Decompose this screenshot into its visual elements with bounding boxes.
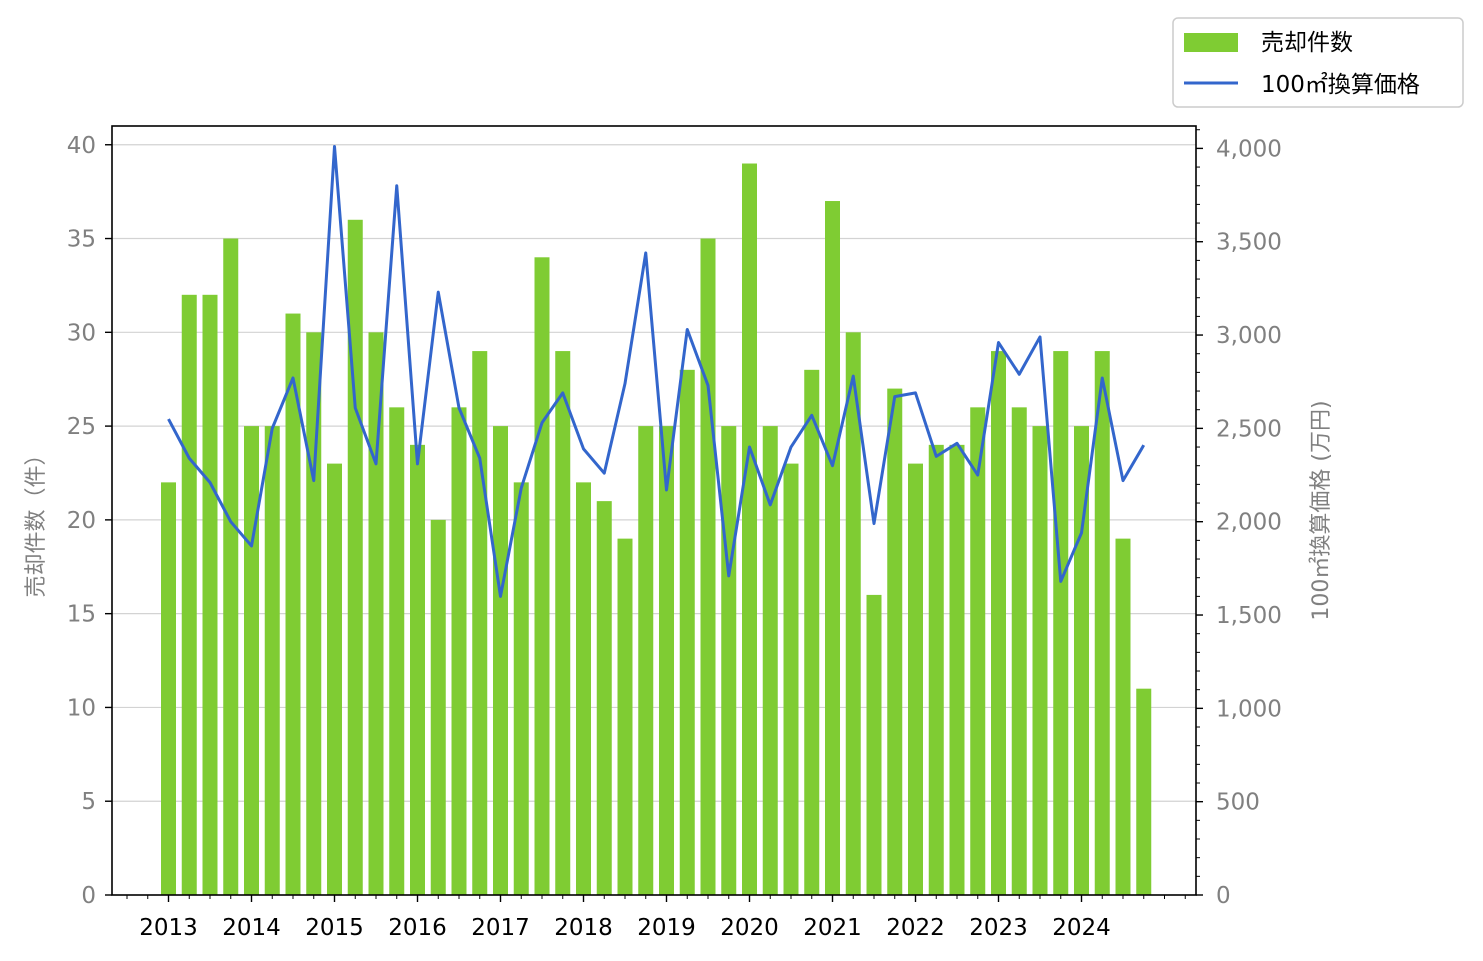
y-left-tick-label: 40 [67, 133, 96, 159]
legend-frame [1172, 17, 1464, 108]
x-tick-label: 2022 [886, 915, 945, 941]
legend-bar-label: 売却件数 [1261, 30, 1353, 56]
bar [825, 201, 840, 895]
bar [1053, 351, 1069, 895]
y-right-tick-label: 3,000 [1216, 323, 1282, 349]
x-tick-label: 2020 [720, 915, 779, 941]
bar [804, 369, 820, 896]
y-right-tick-label: 4,000 [1216, 136, 1282, 162]
bar [1032, 426, 1048, 895]
bar [327, 463, 342, 895]
legend-bar-swatch [1184, 33, 1238, 52]
bar [783, 463, 799, 895]
bar [285, 313, 301, 895]
bar [617, 538, 633, 895]
bar [866, 594, 882, 895]
bar [1011, 407, 1027, 895]
line-series-path [167, 145, 1146, 598]
bar [493, 426, 508, 895]
bar [306, 332, 322, 895]
bar [596, 501, 612, 895]
bar [161, 482, 176, 895]
y-left-tick-label: 15 [67, 602, 96, 628]
bar [970, 407, 986, 895]
bar [638, 426, 654, 895]
bar [928, 444, 944, 895]
bar [742, 163, 757, 895]
y-left-tick-label: 25 [67, 414, 96, 440]
bar [555, 351, 571, 895]
y-left-tick-label: 10 [67, 695, 96, 721]
bar [472, 351, 488, 895]
bar [991, 351, 1006, 895]
y-axis-right-label: 100㎡換算価格 (万円) [1308, 400, 1334, 620]
x-tick-label: 2015 [305, 915, 364, 941]
bar [908, 463, 923, 895]
x-tick-label: 2023 [969, 915, 1028, 941]
bar [721, 426, 737, 895]
bar [679, 369, 695, 896]
x-tick-label: 2019 [637, 915, 696, 941]
legend-line-label: 100㎡換算価格 [1261, 72, 1420, 98]
bar [513, 482, 529, 895]
x-tick-label: 2013 [139, 915, 198, 941]
bar [1094, 351, 1110, 895]
legend: 売却件数 100㎡換算価格 [1172, 17, 1464, 108]
bar [659, 426, 674, 895]
axes: 0 5 10 15 20 25 30 35 40 0 500 1,000 1,500 2,000 2,500… [67, 125, 1282, 941]
bar [264, 426, 280, 895]
bar [181, 294, 197, 895]
bar [887, 388, 903, 895]
bar [845, 332, 861, 895]
x-tick-label: 2024 [1052, 915, 1111, 941]
y-right-tick-label: 500 [1216, 790, 1260, 816]
plot-frame [111, 125, 1197, 896]
bar [368, 332, 384, 895]
x-tick-label: 2014 [222, 915, 281, 941]
bar [389, 407, 405, 895]
bar [202, 294, 218, 895]
bar [430, 519, 446, 895]
bar [244, 426, 259, 895]
x-tick-label: 2016 [388, 915, 447, 941]
x-tick-label: 2018 [554, 915, 613, 941]
bar [700, 238, 716, 895]
bar [534, 257, 550, 895]
y-axis-left-label: 売却件数（件） [24, 443, 49, 597]
bar [410, 444, 425, 895]
y-left-tick-label: 30 [67, 320, 96, 346]
bar-series [161, 163, 1152, 896]
y-right-tick-label: 1,500 [1216, 603, 1282, 629]
y-left-tick-label: 35 [67, 227, 96, 253]
y-right-tick-label: 1,000 [1216, 696, 1282, 722]
bar [347, 219, 363, 895]
y-left-tick-label: 20 [67, 508, 96, 534]
y-right-tick-label: 3,500 [1216, 230, 1282, 256]
x-tick-label: 2021 [803, 915, 862, 941]
bar [949, 444, 965, 895]
bar [576, 482, 591, 895]
line-series [167, 145, 1146, 598]
bar [1136, 688, 1152, 895]
y-right-tick-label: 0 [1216, 883, 1231, 909]
bar [451, 407, 467, 895]
y-left-tick-label: 5 [81, 789, 96, 815]
y-left-tick-label: 0 [81, 883, 96, 909]
bar [223, 238, 239, 895]
x-tick-label: 2017 [471, 915, 530, 941]
y-right-tick-label: 2,000 [1216, 510, 1282, 536]
y-right-tick-label: 2,500 [1216, 416, 1282, 442]
bar [1115, 538, 1131, 895]
bar [762, 426, 778, 895]
